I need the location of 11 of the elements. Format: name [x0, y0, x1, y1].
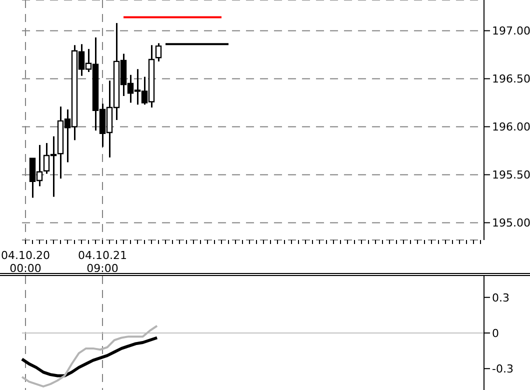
- y-tick-label: -0.3: [492, 362, 514, 376]
- y-tick-label: 0: [492, 326, 499, 340]
- line-series: [20, 336, 159, 378]
- y-tick-label: 196.50: [492, 72, 530, 86]
- x-tick-label: 04.10.21 09:00: [78, 249, 127, 275]
- y-tick-label: 195.50: [492, 168, 530, 182]
- y-tick-label: 197.00: [492, 24, 530, 38]
- y-tick-label: 196.00: [492, 120, 530, 134]
- y-tick-label: 195.00: [492, 216, 530, 230]
- x-tick-label: 04.10.20 00:00: [1, 249, 50, 275]
- y-tick-label: 0.3: [492, 291, 510, 304]
